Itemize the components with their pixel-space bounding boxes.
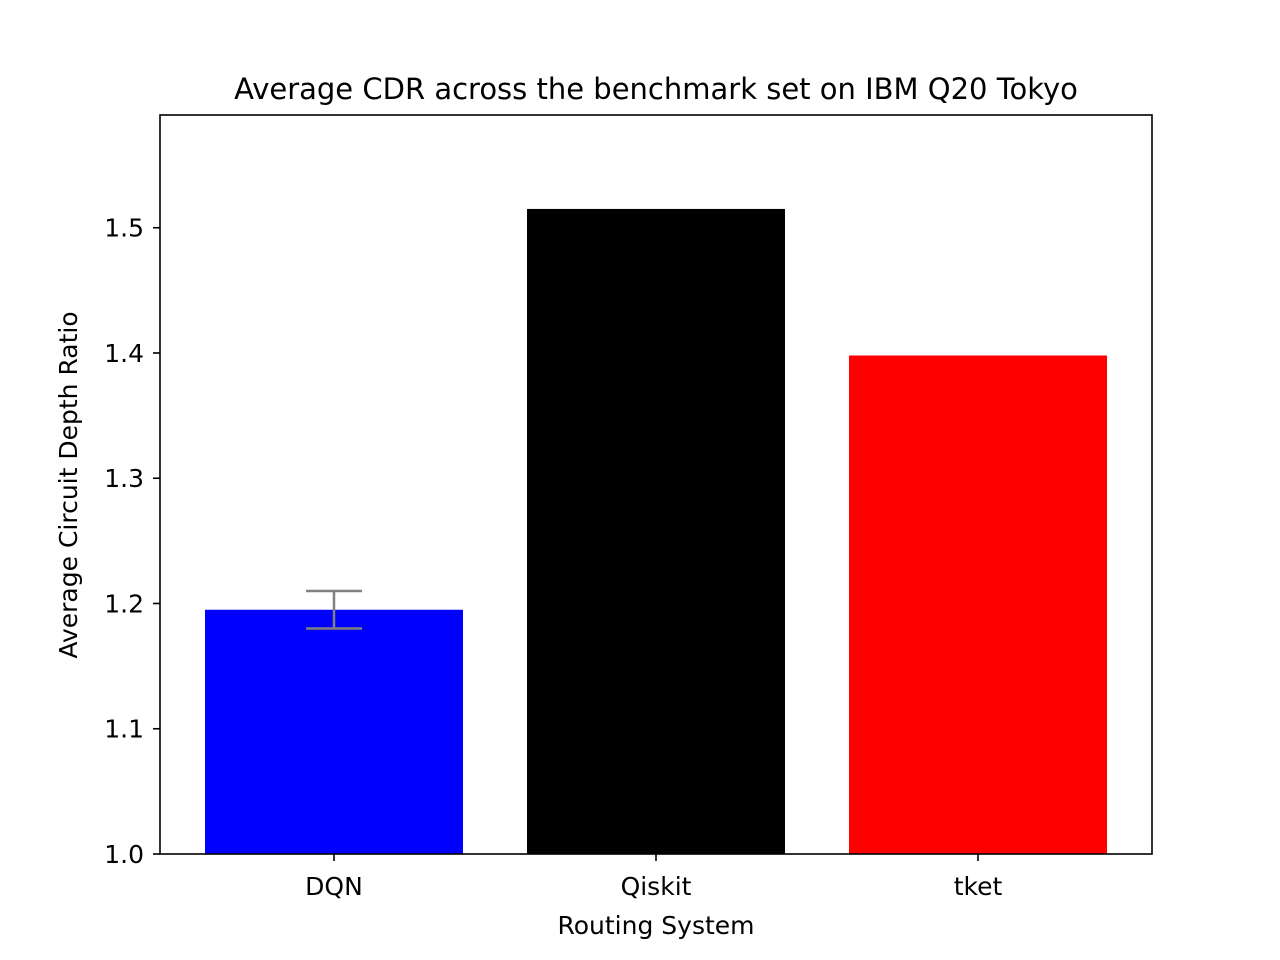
bar-tket [849,355,1107,854]
y-tick-label: 1.0 [104,840,144,869]
y-tick-label: 1.1 [104,715,144,744]
y-tick-label: 1.5 [104,214,144,243]
x-tick-label: Qiskit [621,872,692,901]
y-tick-label: 1.3 [104,464,144,493]
x-tick-label: tket [954,872,1003,901]
bars-layer [205,208,1107,854]
x-axis-label: Routing System [557,911,754,940]
errorbar-layer [306,589,362,630]
x-axis-ticks: DQN Qiskit tket [305,854,1002,901]
y-tick-label: 1.2 [104,589,144,618]
y-axis-label: Average Circuit Depth Ratio [54,311,83,658]
bar-dqn [205,609,463,854]
x-tick-label: DQN [305,872,363,901]
chart-title: Average CDR across the benchmark set on … [234,72,1078,106]
y-tick-label: 1.4 [104,339,144,368]
bar-qiskit [527,208,785,854]
y-axis-ticks: 1.0 1.1 1.2 1.3 1.4 1.5 [104,214,160,869]
